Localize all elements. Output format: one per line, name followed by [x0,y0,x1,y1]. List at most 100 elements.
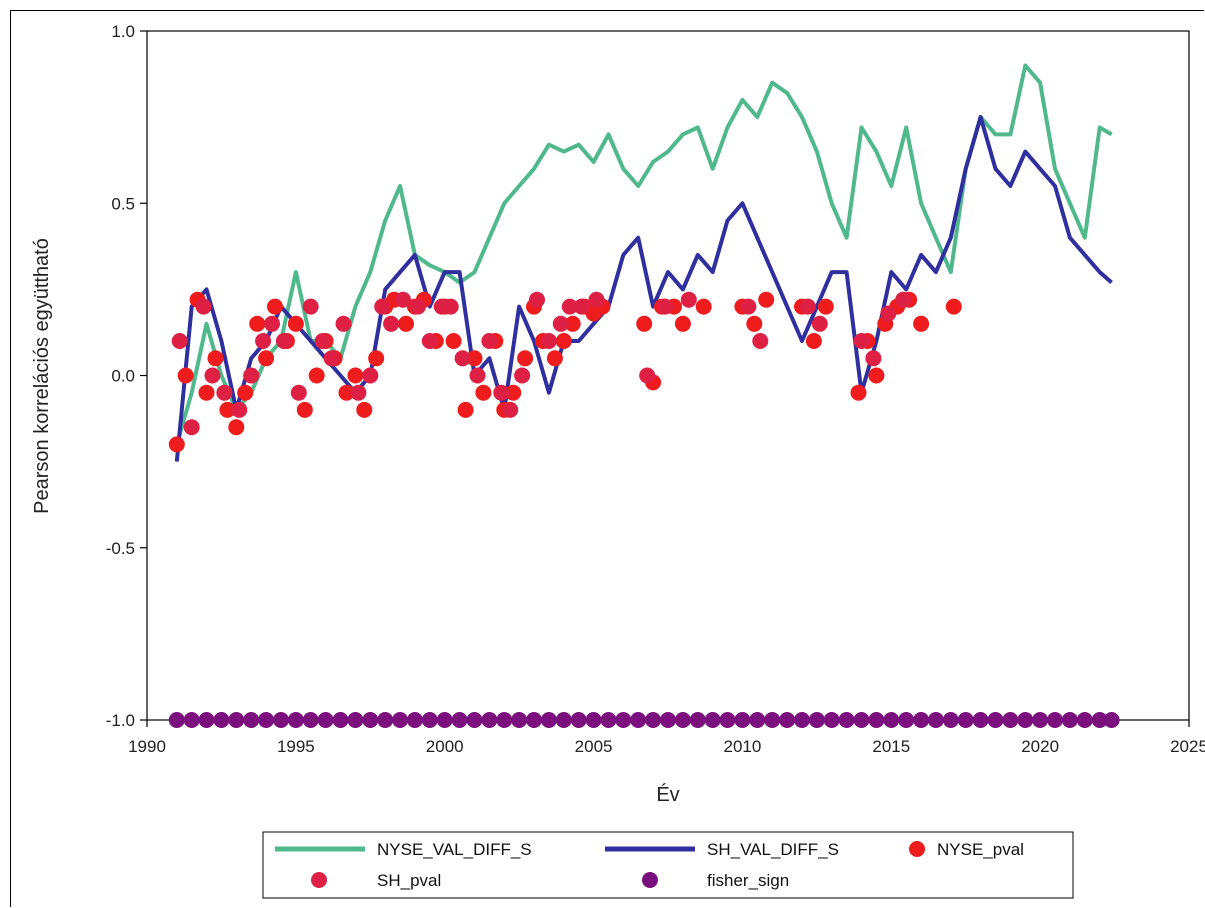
point-sh-pval [454,350,471,367]
point-sh-pval [171,333,188,349]
point-nyse-pval [695,298,712,315]
point-sh-pval [442,298,459,315]
point-fisher-sign [496,712,513,728]
point-fisher-sign [704,712,721,728]
point-fisher-sign [302,712,319,728]
point-fisher-sign [258,712,275,728]
point-fisher-sign [615,712,632,728]
series-sh-pval [171,291,912,436]
x-tick-label: 1990 [128,737,166,756]
point-nyse-pval [913,315,930,332]
point-fisher-sign [585,712,602,728]
point-fisher-sign [823,712,840,728]
point-sh-pval [740,298,757,315]
point-sh-pval [811,315,828,332]
point-sh-pval [481,333,498,349]
point-fisher-sign [570,712,587,728]
point-fisher-sign [362,712,379,728]
point-fisher-sign [406,712,423,728]
point-fisher-sign [1047,712,1063,728]
point-nyse-pval [746,315,763,332]
point-nyse-pval [237,384,254,401]
legend-label-nyse-pval: NYSE_pval [937,840,1024,859]
point-sh-pval [588,291,605,308]
point-nyse-pval [466,350,483,367]
point-nyse-pval [207,350,224,367]
y-tick-label: 1.0 [111,22,135,41]
series-fisher-sign [168,712,1120,728]
chart-frame [10,10,1204,907]
point-fisher-sign [674,712,691,728]
point-sh-pval [264,315,280,332]
y-axis-label: Pearson korrelációs együttható [31,238,53,514]
point-fisher-sign [898,712,915,728]
legend-label-nyse-val-diff-s: NYSE_VAL_DIFF_S [377,840,532,859]
series-sh-val-diff-s [174,115,1113,462]
point-sh-pval [335,315,352,332]
point-nyse-pval [308,367,325,384]
point-fisher-sign [734,712,751,728]
point-fisher-sign [868,712,885,728]
point-fisher-sign [183,712,200,728]
point-fisher-sign [749,712,766,728]
point-nyse-pval [267,298,283,315]
y-axis: -1.0 -0.5 0.0 0.5 1.0 [106,22,147,730]
point-fisher-sign [600,712,617,728]
point-sh-pval [493,384,510,401]
point-nyse-pval [398,315,414,332]
point-fisher-sign [392,712,409,728]
point-nyse-pval [674,315,691,332]
point-nyse-pval [475,384,492,401]
point-sh-pval [374,298,391,315]
point-sh-pval [204,367,221,384]
point-fisher-sign [719,712,736,728]
point-sh-pval [255,333,272,349]
x-axis-label: Év [656,783,679,806]
point-fisher-sign [1061,712,1078,728]
point-nyse-pval [228,419,245,436]
point-fisher-sign [540,712,557,728]
point-nyse-pval [198,384,215,401]
point-nyse-pval [258,350,275,367]
point-nyse-pval [287,315,304,332]
point-fisher-sign [332,712,349,728]
point-fisher-sign [1091,712,1108,728]
x-tick-label: 2010 [724,737,762,756]
point-fisher-sign [481,712,498,728]
point-sh-pval [657,298,673,315]
point-fisher-sign [645,712,662,728]
point-nyse-pval [517,350,534,367]
point-sh-pval [302,298,319,315]
point-sh-pval [865,350,882,367]
point-nyse-pval [805,333,822,349]
x-tick-label: 2000 [426,737,464,756]
point-nyse-pval [296,401,313,418]
point-fisher-sign [436,712,453,728]
point-fisher-sign [228,712,245,728]
point-fisher-sign [883,712,900,728]
point-nyse-pval [758,291,775,308]
series-line-sh-val-diff-s [174,115,1113,462]
series-layer [168,63,1120,728]
point-sh-pval [752,333,769,349]
plot-area [146,30,1190,721]
point-sh-pval [573,298,590,315]
point-sh-pval [383,315,400,332]
point-nyse-pval [219,401,236,418]
point-sh-pval [183,419,200,436]
point-sh-pval [799,298,816,315]
point-fisher-sign [243,712,260,728]
point-fisher-sign [466,712,483,728]
point-nyse-pval [368,350,385,367]
point-sh-pval [231,401,248,418]
point-fisher-sign [972,712,989,728]
point-fisher-sign [526,712,542,728]
point-nyse-pval [249,315,266,332]
point-fisher-sign [794,712,810,728]
legend: NYSE_VAL_DIFF_S SH_VAL_DIFF_S NYSE_pval … [262,831,1074,899]
point-fisher-sign [689,712,706,728]
point-fisher-sign [927,712,944,728]
point-sh-pval [350,384,367,401]
point-fisher-sign [808,712,825,728]
